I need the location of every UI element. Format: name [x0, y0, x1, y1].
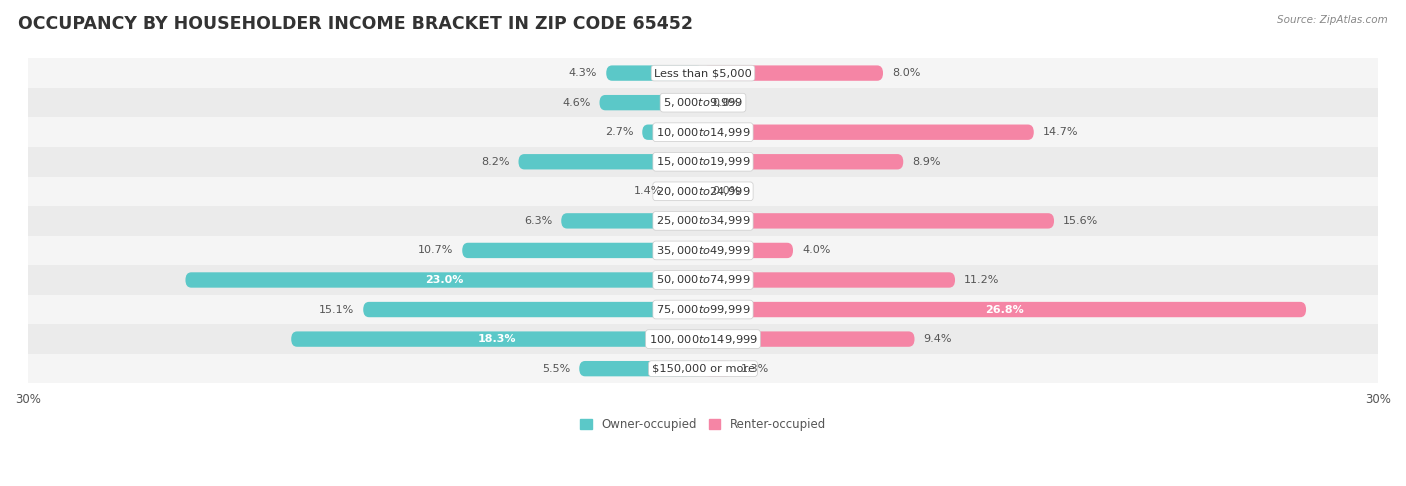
FancyBboxPatch shape	[186, 272, 703, 288]
FancyBboxPatch shape	[703, 331, 914, 347]
FancyBboxPatch shape	[363, 302, 703, 317]
Text: 8.9%: 8.9%	[912, 157, 941, 167]
Bar	[28, 147, 1378, 176]
Text: 26.8%: 26.8%	[986, 305, 1024, 314]
Text: 4.6%: 4.6%	[562, 98, 591, 107]
Text: $100,000 to $149,999: $100,000 to $149,999	[648, 332, 758, 346]
Text: 14.7%: 14.7%	[1043, 127, 1078, 137]
FancyBboxPatch shape	[561, 213, 703, 228]
FancyBboxPatch shape	[672, 184, 703, 199]
Text: $5,000 to $9,999: $5,000 to $9,999	[664, 96, 742, 109]
FancyBboxPatch shape	[606, 66, 703, 81]
Bar	[28, 354, 1378, 383]
Text: 15.1%: 15.1%	[319, 305, 354, 314]
FancyBboxPatch shape	[579, 361, 703, 376]
Text: $25,000 to $34,999: $25,000 to $34,999	[655, 214, 751, 227]
Bar	[28, 58, 1378, 88]
Text: $20,000 to $24,999: $20,000 to $24,999	[655, 185, 751, 198]
Text: 4.3%: 4.3%	[569, 68, 598, 78]
FancyBboxPatch shape	[703, 154, 903, 170]
Text: $150,000 or more: $150,000 or more	[651, 364, 755, 374]
Text: 1.3%: 1.3%	[741, 364, 769, 374]
Text: 18.3%: 18.3%	[478, 334, 516, 344]
Text: 11.2%: 11.2%	[965, 275, 1000, 285]
FancyBboxPatch shape	[703, 361, 733, 376]
Bar	[28, 176, 1378, 206]
FancyBboxPatch shape	[291, 331, 703, 347]
Bar	[28, 265, 1378, 295]
FancyBboxPatch shape	[463, 243, 703, 258]
Text: 8.0%: 8.0%	[891, 68, 921, 78]
Text: 8.2%: 8.2%	[481, 157, 509, 167]
Bar	[28, 295, 1378, 324]
Bar	[28, 118, 1378, 147]
Text: 0.0%: 0.0%	[711, 98, 740, 107]
FancyBboxPatch shape	[703, 302, 1306, 317]
Text: 15.6%: 15.6%	[1063, 216, 1098, 226]
FancyBboxPatch shape	[703, 213, 1054, 228]
Text: 0.0%: 0.0%	[711, 186, 740, 196]
Text: $35,000 to $49,999: $35,000 to $49,999	[655, 244, 751, 257]
FancyBboxPatch shape	[703, 124, 1033, 140]
Text: $75,000 to $99,999: $75,000 to $99,999	[655, 303, 751, 316]
FancyBboxPatch shape	[703, 66, 883, 81]
Text: 2.7%: 2.7%	[605, 127, 633, 137]
FancyBboxPatch shape	[703, 243, 793, 258]
Text: Less than $5,000: Less than $5,000	[654, 68, 752, 78]
FancyBboxPatch shape	[599, 95, 703, 110]
Text: $15,000 to $19,999: $15,000 to $19,999	[655, 155, 751, 168]
Bar	[28, 324, 1378, 354]
Text: 10.7%: 10.7%	[418, 245, 453, 256]
Text: $50,000 to $74,999: $50,000 to $74,999	[655, 274, 751, 286]
Text: OCCUPANCY BY HOUSEHOLDER INCOME BRACKET IN ZIP CODE 65452: OCCUPANCY BY HOUSEHOLDER INCOME BRACKET …	[18, 15, 693, 33]
Text: 1.4%: 1.4%	[634, 186, 662, 196]
Text: 6.3%: 6.3%	[524, 216, 553, 226]
Text: $10,000 to $14,999: $10,000 to $14,999	[655, 126, 751, 139]
Text: 23.0%: 23.0%	[425, 275, 464, 285]
Text: 4.0%: 4.0%	[801, 245, 831, 256]
Bar	[28, 206, 1378, 236]
Text: Source: ZipAtlas.com: Source: ZipAtlas.com	[1277, 15, 1388, 25]
FancyBboxPatch shape	[643, 124, 703, 140]
Text: 9.4%: 9.4%	[924, 334, 952, 344]
Legend: Owner-occupied, Renter-occupied: Owner-occupied, Renter-occupied	[575, 413, 831, 435]
Text: 5.5%: 5.5%	[541, 364, 571, 374]
FancyBboxPatch shape	[519, 154, 703, 170]
FancyBboxPatch shape	[703, 272, 955, 288]
Bar	[28, 88, 1378, 118]
Bar	[28, 236, 1378, 265]
